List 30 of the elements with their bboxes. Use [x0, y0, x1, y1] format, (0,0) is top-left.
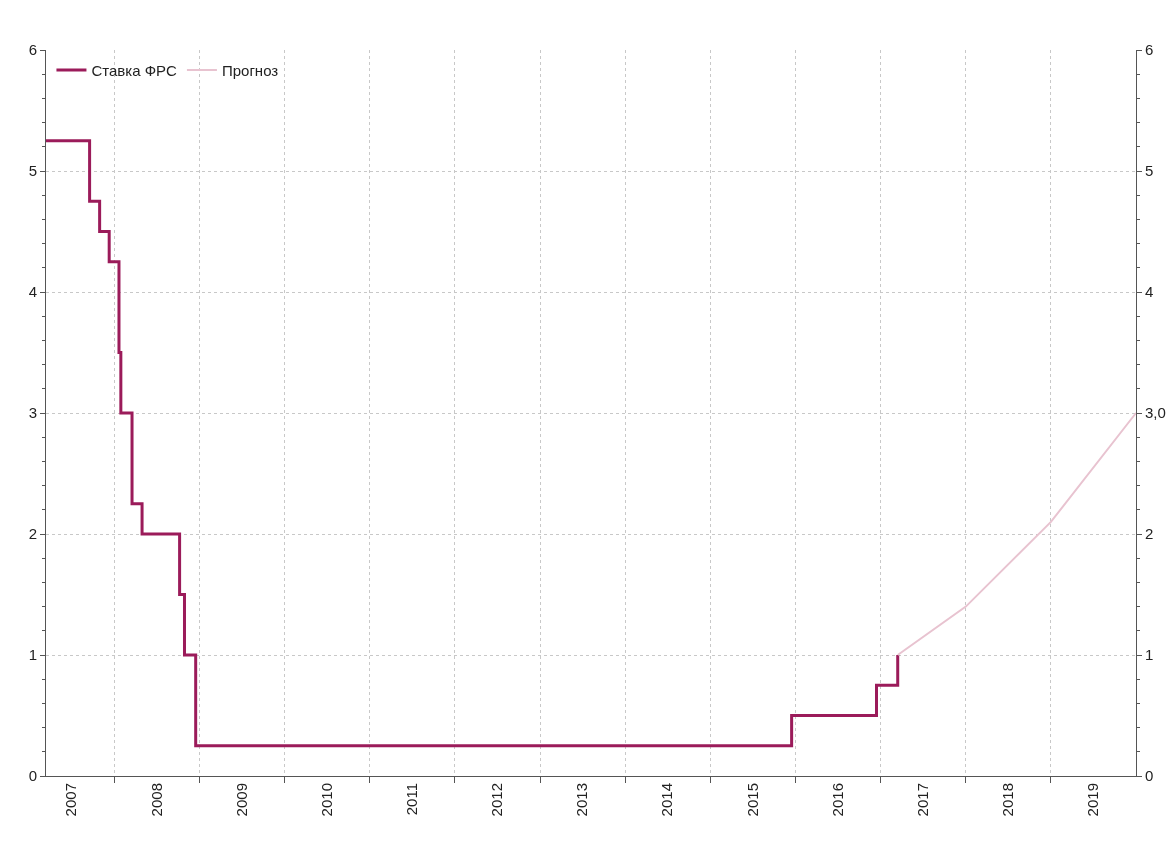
x-tick-label: 2007	[62, 783, 80, 817]
x-tick-label: 2012	[488, 783, 506, 817]
y2-tick-label: 5	[1145, 162, 1154, 180]
legend-label: Прогноз	[221, 61, 279, 79]
y2-tick-label: 1	[1145, 646, 1154, 664]
x-tick-label: 2018	[999, 783, 1017, 817]
y-tick-label: 6	[28, 41, 37, 59]
x-tick-label: 2019	[1084, 783, 1102, 817]
legend-label: Ставка ФРС	[91, 61, 177, 79]
y-tick-label: 1	[28, 646, 37, 664]
y2-tick-label: 6	[1145, 41, 1154, 59]
x-tick-label: 2016	[828, 783, 846, 817]
y2-tick-label: 3,0	[1145, 404, 1166, 422]
x-tick-label: 2008	[147, 783, 165, 817]
y2-tick-label: 4	[1145, 283, 1154, 301]
x-tick-label: 2017	[914, 783, 932, 817]
x-tick-label: 2011	[402, 783, 420, 816]
x-tick-label: 2015	[743, 783, 761, 817]
y-tick-label: 3	[28, 404, 37, 422]
x-tick-label: 2014	[658, 783, 676, 817]
y2-tick-label: 2	[1145, 525, 1154, 543]
x-tick-label: 2013	[573, 783, 591, 817]
y-tick-label: 2	[28, 525, 37, 543]
y-tick-label: 0	[28, 767, 37, 785]
y-tick-label: 5	[28, 162, 37, 180]
y-tick-label: 4	[28, 283, 37, 301]
y2-tick-label: 0	[1145, 767, 1154, 785]
x-tick-label: 2009	[232, 783, 250, 817]
x-tick-label: 2010	[317, 783, 335, 817]
line-series	[896, 412, 1136, 656]
